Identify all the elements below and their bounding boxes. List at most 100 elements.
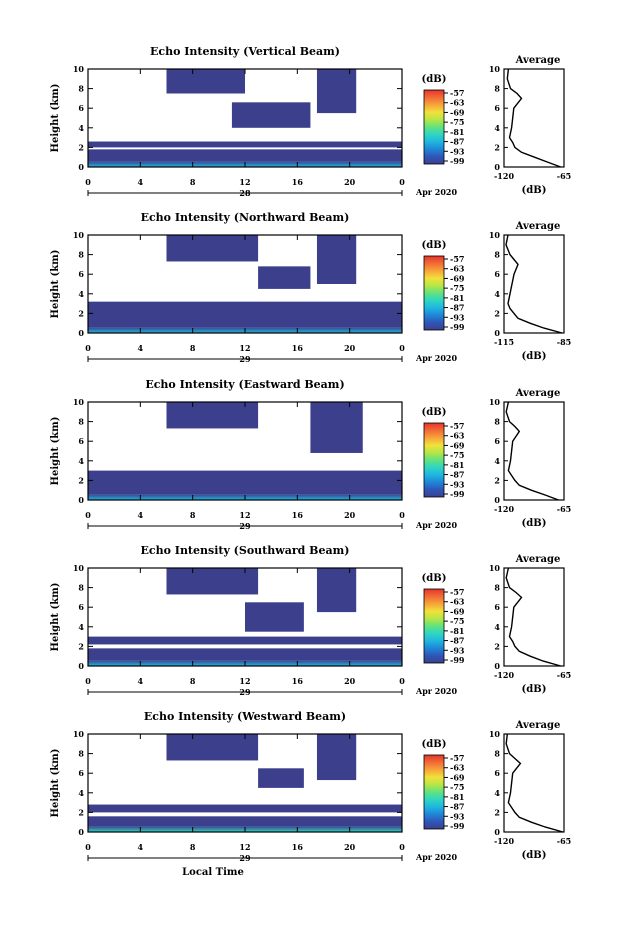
heatmap-cell bbox=[166, 734, 259, 761]
heatmap-cell bbox=[231, 102, 311, 128]
x-tick-label: 8 bbox=[190, 510, 196, 520]
colorbar-tick-label: -63 bbox=[450, 98, 465, 108]
y-tick-label: 0 bbox=[78, 328, 84, 338]
average-y-tick-label: 0 bbox=[494, 661, 500, 671]
y-axis-label: Height (km) bbox=[50, 84, 61, 153]
colorbar-tick-label: -57 bbox=[450, 421, 464, 431]
y-tick-label: 10 bbox=[73, 230, 85, 240]
average-profile-line bbox=[505, 234, 563, 334]
x-tick-label: 12 bbox=[239, 842, 250, 852]
colorbar-tick-label: -63 bbox=[450, 763, 465, 773]
x-tick-label: 20 bbox=[344, 177, 356, 187]
average-x-label: (dB) bbox=[522, 351, 547, 362]
average-y-tick-label: 4 bbox=[494, 456, 500, 466]
heatmap-cell bbox=[88, 804, 402, 813]
heatmap-cell bbox=[316, 734, 357, 781]
y-tick-label: 8 bbox=[78, 250, 84, 260]
y-tick-label: 2 bbox=[78, 641, 84, 651]
x-tick-label: 0 bbox=[85, 510, 91, 520]
colorbar-unit: (dB) bbox=[422, 739, 447, 750]
y-tick-label: 0 bbox=[78, 495, 84, 505]
y-tick-label: 4 bbox=[78, 456, 84, 466]
colorbar bbox=[423, 422, 445, 498]
colorbar-tick-label: -93 bbox=[450, 146, 465, 156]
y-tick-label: 6 bbox=[78, 103, 84, 113]
y-tick-label: 4 bbox=[78, 289, 84, 299]
average-y-tick-label: 10 bbox=[489, 397, 501, 407]
average-frame bbox=[503, 68, 565, 168]
average-frame bbox=[503, 733, 565, 833]
date-tick-label: 29 bbox=[239, 853, 251, 863]
heatmap-cell bbox=[310, 402, 363, 453]
colorbar bbox=[423, 588, 445, 664]
date-label: Apr 2020 bbox=[415, 353, 458, 363]
x-tick-label: 16 bbox=[292, 343, 304, 353]
average-y-tick-label: 2 bbox=[494, 807, 500, 817]
average-title: Average bbox=[515, 55, 561, 66]
average-y-tick-label: 4 bbox=[494, 123, 500, 133]
average-profile-line bbox=[505, 567, 561, 667]
y-tick-label: 4 bbox=[78, 123, 84, 133]
average-profile-line bbox=[505, 401, 559, 501]
y-tick-label: 6 bbox=[78, 768, 84, 778]
average-y-tick-label: 8 bbox=[494, 250, 500, 260]
colorbar-tick-label: -75 bbox=[450, 283, 464, 293]
heatmap-cell bbox=[166, 69, 245, 94]
colorbar bbox=[423, 255, 445, 331]
colorbar-unit: (dB) bbox=[422, 573, 447, 584]
average-title: Average bbox=[515, 388, 561, 399]
average-y-tick-label: 6 bbox=[494, 103, 500, 113]
average-y-tick-label: 4 bbox=[494, 788, 500, 798]
average-x-tick-label: -120 bbox=[494, 670, 514, 680]
average-y-tick-label: 6 bbox=[494, 269, 500, 279]
date-tick-label: 29 bbox=[239, 687, 251, 697]
panel-5: Echo Intensity (Westward Beam) 0 2 4 6 8 10 Hei… bbox=[50, 710, 571, 863]
x-tick-label: 4 bbox=[138, 510, 144, 520]
colorbar-tick-label: -69 bbox=[450, 606, 465, 616]
average-x-label: (dB) bbox=[522, 185, 547, 196]
average-title: Average bbox=[515, 554, 561, 565]
y-tick-label: 8 bbox=[78, 417, 84, 427]
average-x-tick-label: -65 bbox=[557, 670, 571, 680]
average-y-tick-label: 10 bbox=[489, 64, 501, 74]
average-y-tick-label: 8 bbox=[494, 749, 500, 759]
colorbar-tick-label: -87 bbox=[450, 137, 464, 147]
colorbar-tick-label: -99 bbox=[450, 322, 465, 332]
colorbar-tick-label: -87 bbox=[450, 802, 464, 812]
x-tick-label: 8 bbox=[190, 676, 196, 686]
x-tick-label: 16 bbox=[292, 676, 304, 686]
colorbar-tick-label: -57 bbox=[450, 753, 464, 763]
y-tick-label: 0 bbox=[78, 162, 84, 172]
x-tick-label: 0 bbox=[399, 842, 405, 852]
average-x-label: (dB) bbox=[522, 684, 547, 695]
colorbar-tick-label: -93 bbox=[450, 312, 465, 322]
average-y-tick-label: 6 bbox=[494, 436, 500, 446]
colorbar-tick-label: -99 bbox=[450, 489, 465, 499]
date-tick-label: 29 bbox=[239, 354, 251, 364]
y-axis-label: Height (km) bbox=[50, 583, 61, 652]
average-y-tick-label: 0 bbox=[494, 328, 500, 338]
x-tick-label: 12 bbox=[239, 343, 250, 353]
x-tick-label: 0 bbox=[85, 343, 91, 353]
panel-title: Echo Intensity (Southward Beam) bbox=[141, 544, 350, 557]
y-tick-label: 8 bbox=[78, 84, 84, 94]
y-tick-label: 10 bbox=[73, 64, 85, 74]
average-y-tick-label: 2 bbox=[494, 475, 500, 485]
colorbar-tick-label: -81 bbox=[450, 460, 464, 470]
panel-4: Echo Intensity (Southward Beam) 0 2 4 6 8 10 He… bbox=[50, 544, 571, 697]
colorbar-tick-label: -99 bbox=[450, 655, 465, 665]
x-tick-label: 12 bbox=[239, 676, 250, 686]
average-y-tick-label: 8 bbox=[494, 417, 500, 427]
date-label: Apr 2020 bbox=[415, 852, 458, 862]
x-tick-label: 4 bbox=[138, 343, 144, 353]
x-tick-label: 12 bbox=[239, 510, 250, 520]
y-tick-label: 0 bbox=[78, 661, 84, 671]
average-x-tick-label: -65 bbox=[557, 836, 571, 846]
colorbar-unit: (dB) bbox=[422, 74, 447, 85]
date-tick-label: 28 bbox=[239, 188, 251, 198]
y-axis-label: Height (km) bbox=[50, 749, 61, 818]
heatmap-cell bbox=[88, 149, 402, 162]
x-axis-label: Local Time bbox=[182, 867, 244, 878]
colorbar-tick-label: -57 bbox=[450, 254, 464, 264]
